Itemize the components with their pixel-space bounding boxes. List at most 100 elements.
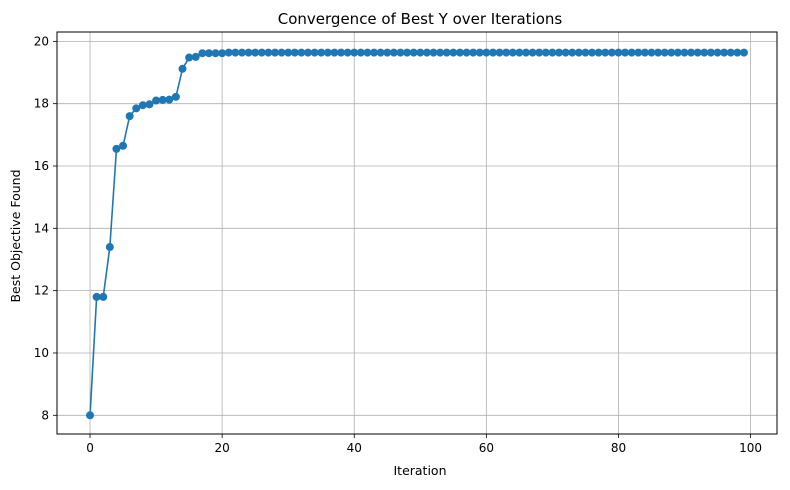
data-point: [138, 101, 147, 110]
data-point: [614, 48, 623, 57]
x-axis-ticks: 0 20 40 60 80 100: [86, 434, 762, 455]
data-point: [251, 48, 260, 57]
x-tick-label: 60: [479, 441, 494, 455]
series-line: [89, 51, 744, 416]
data-point: [204, 49, 213, 58]
data-point: [237, 48, 246, 57]
data-point: [528, 48, 537, 57]
data-point: [389, 48, 398, 57]
grid-lines: [57, 32, 777, 434]
data-point: [706, 48, 715, 57]
y-axis-label: Best Objective Found: [8, 169, 23, 302]
data-point: [165, 95, 174, 104]
data-point: [284, 48, 293, 57]
data-point: [654, 48, 663, 57]
data-point: [231, 48, 240, 57]
data-point: [244, 48, 253, 57]
y-tick-label: 12: [34, 284, 49, 298]
data-point: [92, 292, 101, 301]
x-tick-label: 0: [86, 441, 94, 455]
data-point: [86, 411, 95, 420]
data-point: [383, 48, 392, 57]
data-point: [469, 48, 478, 57]
data-point: [515, 48, 524, 57]
data-point: [455, 48, 464, 57]
data-point: [449, 48, 458, 57]
data-point: [508, 48, 517, 57]
data-point: [112, 144, 121, 153]
data-point: [535, 48, 544, 57]
data-point: [416, 48, 425, 57]
data-point: [555, 48, 564, 57]
data-point: [660, 48, 669, 57]
data-point: [634, 48, 643, 57]
data-point: [488, 48, 497, 57]
y-tick-label: 16: [34, 159, 49, 173]
data-point: [601, 48, 610, 57]
data-point: [429, 48, 438, 57]
data-point: [211, 49, 220, 58]
data-point: [356, 48, 365, 57]
data-point: [502, 48, 511, 57]
data-point: [277, 48, 286, 57]
data-point: [105, 243, 114, 252]
y-tick-label: 20: [34, 34, 49, 48]
y-tick-label: 8: [41, 408, 49, 422]
data-point: [290, 48, 299, 57]
data-point: [376, 48, 385, 57]
data-point: [317, 48, 326, 57]
data-point: [475, 48, 484, 57]
data-point: [119, 141, 128, 150]
data-point: [482, 48, 491, 57]
y-tick-label: 18: [34, 97, 49, 111]
data-point: [257, 48, 266, 57]
x-tick-label: 20: [214, 441, 229, 455]
y-tick-label: 10: [34, 346, 49, 360]
data-point: [521, 48, 530, 57]
series-layer: [86, 48, 748, 420]
data-point: [574, 48, 583, 57]
data-point: [733, 48, 742, 57]
data-point: [548, 48, 557, 57]
data-point: [185, 53, 194, 62]
data-point: [152, 96, 161, 105]
data-point: [541, 48, 550, 57]
data-point: [310, 48, 319, 57]
x-tick-label: 40: [347, 441, 362, 455]
data-point: [403, 48, 412, 57]
data-point: [495, 48, 504, 57]
data-point: [693, 48, 702, 57]
data-point: [673, 48, 682, 57]
data-point: [337, 48, 346, 57]
data-point: [713, 48, 722, 57]
data-point: [297, 48, 306, 57]
data-point: [191, 52, 200, 61]
data-point: [588, 48, 597, 57]
chart-title: Convergence of Best Y over Iterations: [278, 10, 563, 28]
data-point: [640, 48, 649, 57]
data-point: [363, 48, 372, 57]
data-point: [442, 48, 451, 57]
data-point: [330, 48, 339, 57]
data-point: [687, 48, 696, 57]
data-point: [627, 48, 636, 57]
data-point: [647, 48, 656, 57]
data-point: [132, 104, 141, 113]
data-point: [726, 48, 735, 57]
data-point: [264, 48, 273, 57]
data-point: [99, 292, 108, 301]
x-tick-label: 100: [739, 441, 762, 455]
data-point: [607, 48, 616, 57]
y-tick-label: 14: [34, 221, 49, 235]
data-point: [720, 48, 729, 57]
data-point: [323, 48, 332, 57]
data-point: [178, 64, 187, 73]
data-point: [422, 48, 431, 57]
data-point: [396, 48, 405, 57]
data-point: [680, 48, 689, 57]
data-point: [198, 49, 207, 58]
data-point: [561, 48, 570, 57]
data-point: [350, 48, 359, 57]
data-point: [224, 48, 233, 57]
